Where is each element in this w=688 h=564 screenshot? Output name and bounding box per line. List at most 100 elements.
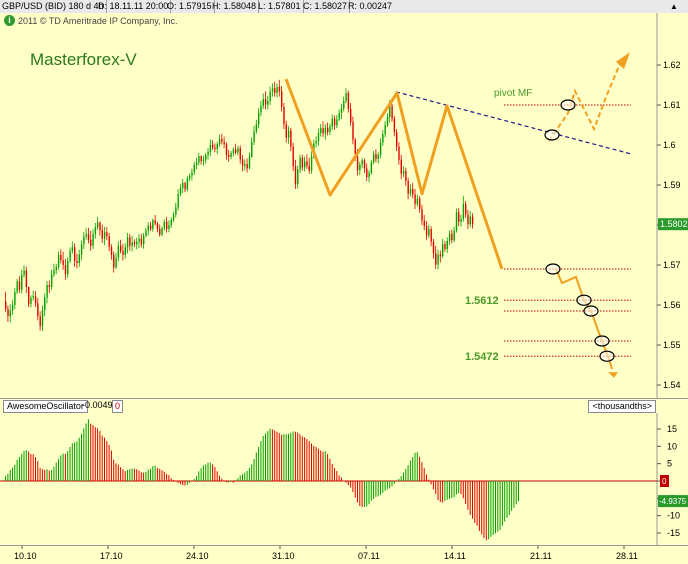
high-field: H: 1.58048: [210, 0, 260, 13]
candle-body: [115, 257, 117, 268]
symbol-label[interactable]: GBP/USD (BID) 180 d 4h: [0, 0, 107, 13]
candle-body: [230, 153, 232, 157]
candle-body: [294, 166, 297, 185]
candle-body: [83, 236, 85, 245]
chart-header-bar: GBP/USD (BID) 180 d 4h D: 18.11.11 20:00…: [0, 0, 688, 14]
price-axis-label: 1.54: [663, 380, 681, 390]
candle-body: [405, 171, 407, 181]
candle-body: [345, 93, 347, 101]
candle-body: [444, 244, 446, 249]
candle-body: [442, 244, 444, 257]
candle-body: [80, 244, 83, 255]
candle-body: [333, 118, 336, 126]
candle-body: [198, 156, 200, 163]
candle-body: [244, 164, 246, 166]
candle-body: [322, 128, 324, 134]
oscillator-axis-label: 15: [667, 424, 677, 434]
candle-body: [184, 183, 186, 190]
range-field: R: 0.00247: [348, 1, 393, 11]
candle-body: [216, 144, 218, 149]
candle-body: [467, 214, 469, 225]
touch-point-circle: [545, 263, 561, 275]
candle-body: [60, 255, 62, 261]
candle-body: [16, 281, 18, 293]
candle-body: [460, 219, 462, 222]
close-field: C: 1.58027: [301, 0, 351, 13]
last-price-tag: [658, 218, 688, 231]
candle-body: [324, 127, 327, 134]
candle-body: [402, 171, 405, 174]
candle-body: [471, 216, 474, 225]
candle-body: [168, 225, 170, 229]
candle-body: [251, 141, 253, 157]
candle-body: [140, 238, 143, 245]
time-axis-label: 21.11: [530, 551, 552, 561]
candle-body: [11, 305, 14, 311]
bearish-projection-arrow: [608, 372, 618, 378]
candle-body: [363, 160, 366, 169]
candle-body: [283, 107, 285, 125]
touch-point-circle: [560, 99, 576, 111]
candle-body: [276, 87, 278, 93]
candle-body: [228, 155, 230, 157]
collapse-up-arrow-icon[interactable]: ▲: [670, 2, 678, 11]
price-plot-background: [0, 13, 688, 398]
candle-body: [126, 237, 129, 248]
candle-body: [370, 162, 373, 173]
copyright-label: 2011 © TD Ameritrade IP Company, Inc.: [18, 16, 178, 26]
chart-title: Masterforex-V: [30, 50, 137, 69]
candle-body: [202, 159, 205, 161]
candle-body: [78, 254, 80, 263]
candle-body: [25, 270, 28, 287]
candle-body: [359, 164, 361, 171]
candle-body: [435, 253, 437, 265]
candle-body: [55, 267, 57, 271]
touch-point-circle: [599, 350, 615, 362]
candle-body: [108, 236, 110, 247]
candle-body: [9, 310, 11, 317]
oscillator-units: <thousandths>: [588, 400, 656, 413]
candle-body: [87, 234, 90, 240]
time-axis-label: 31.10: [272, 551, 295, 561]
oscillator-value: -0.0049: [82, 400, 113, 410]
candle-body: [317, 133, 320, 141]
candle-body: [377, 155, 379, 159]
oscillator-name[interactable]: AwesomeOscillator: [3, 400, 88, 413]
candle-body: [336, 119, 338, 126]
price-chart[interactable]: 1.621.611.61.591.581.571.561.551.541.580…: [0, 13, 688, 398]
time-axis-label: 14.11: [444, 551, 466, 561]
oscillator-flag[interactable]: 0: [112, 400, 124, 413]
candle-body: [106, 232, 108, 237]
oscillator-axis-label: 5: [667, 459, 672, 469]
touch-point-circle: [544, 129, 560, 141]
candle-body: [163, 221, 166, 228]
candle-body: [57, 255, 60, 267]
candle-body: [373, 154, 375, 163]
candle-body: [299, 157, 301, 170]
oscillator-plot-background: [0, 413, 688, 545]
candle-body: [237, 148, 239, 153]
touch-point-circle: [576, 294, 592, 306]
candle-body: [425, 226, 428, 236]
candle-body: [287, 130, 290, 138]
last-price-label: 1.5802: [660, 219, 688, 229]
candle-body: [428, 229, 430, 236]
candle-body: [384, 125, 386, 135]
candle-body: [193, 165, 195, 173]
price-axis-label: 1.59: [663, 180, 681, 190]
candle-body: [271, 88, 274, 92]
candle-body: [120, 245, 122, 251]
candle-body: [39, 316, 41, 326]
candle-body: [117, 245, 120, 258]
candle-body: [398, 146, 400, 160]
candle-body: [46, 285, 48, 298]
date-field: D: 18.11.11 20:00: [96, 0, 172, 13]
candle-body: [253, 131, 255, 142]
info-icon[interactable]: i: [4, 15, 15, 26]
candle-body: [458, 212, 460, 222]
candle-body: [232, 149, 235, 153]
candle-body: [255, 124, 258, 132]
candle-body: [122, 251, 124, 255]
candle-body: [101, 230, 103, 239]
